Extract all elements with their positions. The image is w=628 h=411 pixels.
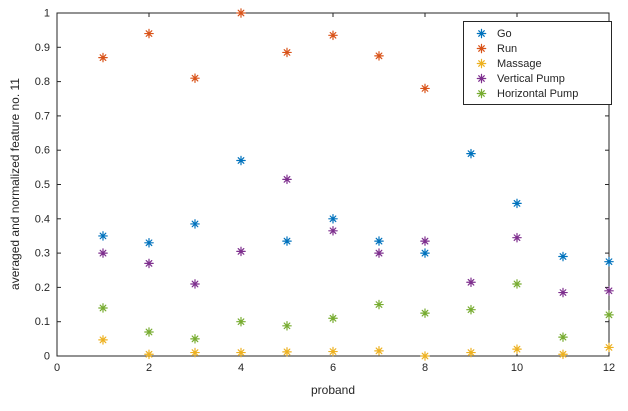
legend-item: Go	[464, 26, 611, 41]
data-point-marker	[604, 342, 614, 353]
x-tick-label: 10	[511, 362, 523, 374]
data-point-marker	[282, 47, 292, 58]
data-point-marker	[98, 231, 108, 241]
data-point-marker	[144, 28, 154, 39]
data-point-marker	[98, 303, 108, 313]
legend-item: Vertical Pump	[464, 71, 611, 86]
y-tick-label: 0.2	[35, 282, 50, 294]
data-point-marker	[144, 238, 154, 248]
legend-item-label: Go	[497, 27, 512, 40]
data-point-marker	[512, 198, 522, 209]
legend: Go Run Massage Vertical Pump Horizontal Pump	[463, 21, 612, 105]
x-tick-label: 0	[54, 362, 60, 374]
data-point-marker	[236, 155, 246, 166]
x-axis-label: proband	[310, 383, 356, 397]
data-point-marker	[236, 347, 246, 358]
y-tick-label: 0.3	[35, 248, 50, 260]
data-point-marker	[98, 335, 108, 345]
data-point-marker	[420, 248, 430, 258]
data-point-marker	[328, 346, 338, 357]
data-point-marker	[282, 174, 292, 185]
x-tick-label: 2	[146, 362, 152, 374]
legend-item-label: Massage	[497, 57, 542, 70]
legend-item: Run	[464, 41, 611, 56]
y-tick-label: 0.1	[35, 316, 50, 328]
y-tick-label: 1	[44, 8, 50, 20]
data-point-marker	[328, 226, 338, 236]
data-point-marker	[604, 256, 614, 267]
data-point-marker	[466, 277, 476, 288]
data-point-marker	[190, 279, 200, 289]
data-point-marker	[512, 279, 522, 289]
data-point-marker	[282, 321, 292, 331]
legend-item: Massage	[464, 56, 611, 71]
data-point-marker	[420, 236, 430, 246]
y-tick-label: 0.9	[35, 42, 50, 54]
data-point-marker	[236, 246, 246, 257]
data-point-marker	[144, 327, 154, 337]
legend-marker-icon	[476, 28, 487, 39]
legend-item-label: Horizontal Pump	[497, 87, 579, 100]
x-tick-label: 4	[238, 362, 244, 374]
data-point-marker	[558, 251, 568, 262]
y-tick-label: 0.4	[35, 213, 50, 225]
legend-marker-icon	[476, 73, 487, 84]
y-tick-label: 0.7	[35, 110, 50, 122]
data-point-marker	[190, 219, 200, 229]
data-point-marker	[420, 351, 430, 361]
data-point-marker	[374, 346, 384, 356]
data-point-marker	[420, 83, 430, 94]
data-point-marker	[190, 334, 200, 344]
data-point-marker	[466, 148, 476, 159]
data-point-marker	[144, 349, 154, 360]
data-point-marker	[190, 347, 200, 358]
data-point-marker	[144, 258, 154, 269]
data-point-marker	[328, 313, 338, 324]
data-point-marker	[604, 286, 614, 296]
legend-marker-icon	[476, 43, 487, 54]
legend-item-label: Run	[497, 42, 518, 55]
data-point-marker	[328, 214, 338, 224]
data-point-marker	[558, 332, 568, 342]
data-point-marker	[282, 236, 292, 246]
data-point-marker	[236, 8, 246, 18]
y-tick-label: 0	[44, 351, 50, 363]
legend-item-label: Vertical Pump	[497, 72, 565, 85]
y-tick-label: 0.8	[35, 76, 50, 88]
data-point-marker	[236, 316, 246, 327]
data-point-marker	[466, 347, 476, 358]
data-point-marker	[98, 52, 108, 63]
data-point-marker	[512, 344, 522, 354]
y-tick-label: 0.6	[35, 145, 50, 157]
data-point-marker	[558, 349, 568, 360]
data-point-marker	[512, 232, 522, 243]
data-point-marker	[558, 287, 568, 298]
data-point-marker	[604, 310, 614, 320]
legend-marker-icon	[476, 58, 487, 69]
data-point-marker	[374, 299, 384, 310]
x-tick-label: 8	[422, 362, 428, 374]
data-point-marker	[282, 347, 292, 357]
data-point-marker	[190, 73, 200, 83]
data-point-marker	[374, 248, 384, 258]
data-point-marker	[98, 248, 108, 258]
legend-item: Horizontal Pump	[464, 86, 611, 101]
x-tick-label: 6	[330, 362, 336, 374]
x-tick-label: 12	[603, 362, 615, 374]
data-point-marker	[374, 236, 384, 246]
data-point-marker	[328, 30, 338, 41]
y-axis-label: averaged and normalized feature no. 11	[8, 78, 22, 290]
y-tick-label: 0.5	[35, 179, 50, 191]
data-point-marker	[420, 308, 430, 318]
legend-marker-icon	[476, 88, 487, 99]
data-point-marker	[374, 51, 384, 61]
data-point-marker	[466, 304, 476, 315]
